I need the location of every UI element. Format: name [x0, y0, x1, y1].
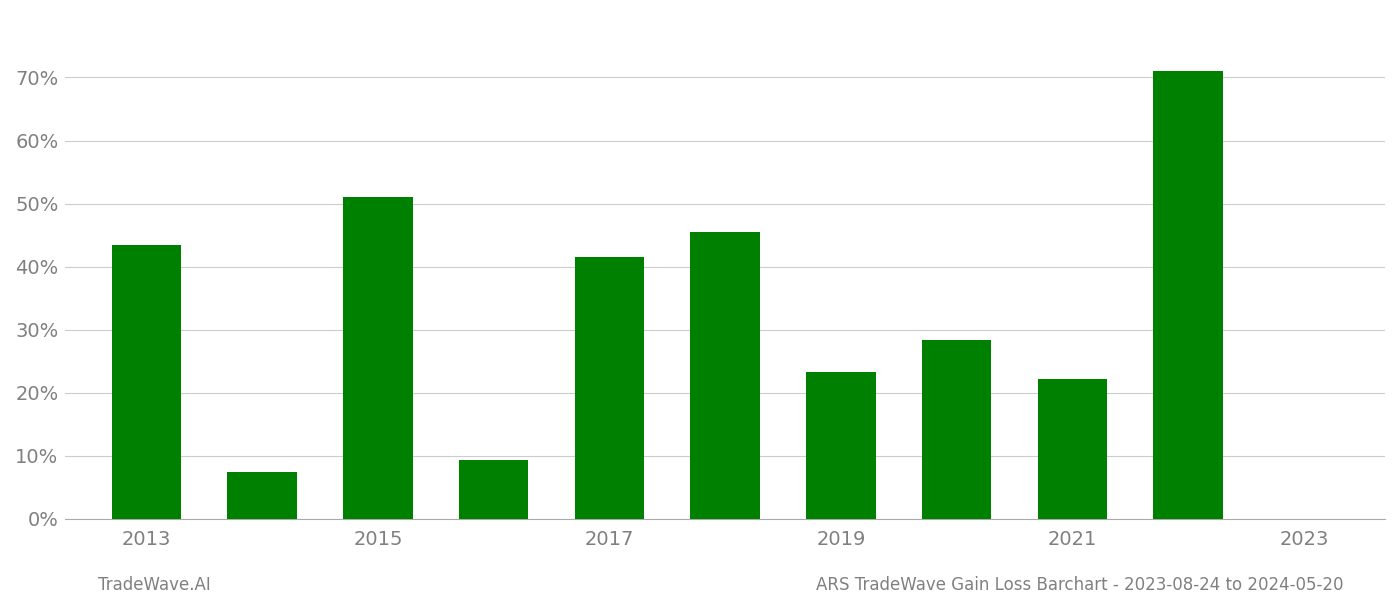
Bar: [1037, 379, 1107, 519]
Bar: [459, 460, 528, 519]
Bar: [690, 232, 760, 519]
Bar: [574, 257, 644, 519]
Bar: [343, 197, 413, 519]
Bar: [1154, 71, 1224, 519]
Text: ARS TradeWave Gain Loss Barchart - 2023-08-24 to 2024-05-20: ARS TradeWave Gain Loss Barchart - 2023-…: [816, 576, 1344, 594]
Bar: [227, 472, 297, 519]
Bar: [112, 245, 181, 519]
Text: TradeWave.AI: TradeWave.AI: [98, 576, 211, 594]
Bar: [806, 372, 875, 519]
Bar: [923, 340, 991, 519]
